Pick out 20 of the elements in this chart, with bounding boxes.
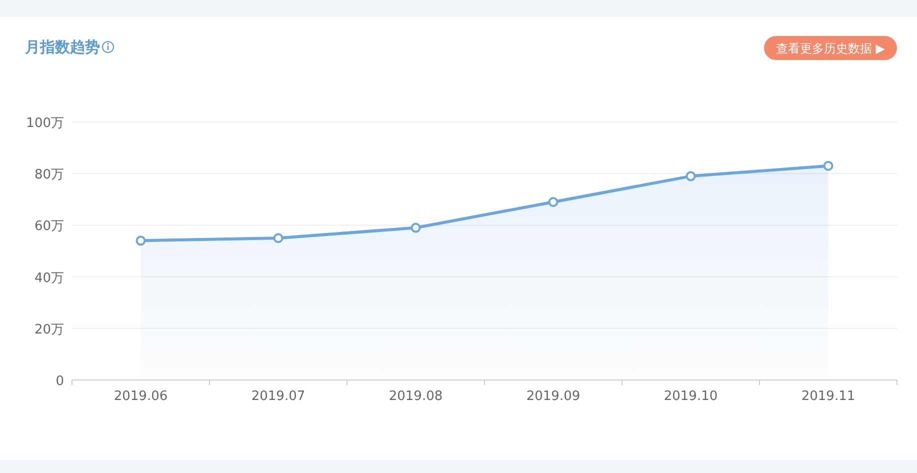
point <box>686 171 696 182</box>
x-tick-label: 2019.09 <box>526 389 580 404</box>
x-tick-label: 2019.11 <box>801 389 856 404</box>
x-tick-label: 2019.06 <box>114 389 168 404</box>
x-tick-label: 2019.07 <box>251 389 306 404</box>
y-tick-label: 40万 <box>34 270 64 286</box>
point <box>410 222 421 233</box>
point <box>548 196 558 207</box>
x-tick-label: 2019.10 <box>664 389 718 404</box>
y-tick-label: 0 <box>56 374 64 389</box>
x-tick-label: 2019.08 <box>388 389 443 404</box>
y-tick-label: 20万 <box>34 322 64 338</box>
y-tick-label: 100万 <box>26 116 64 131</box>
chart-title: 月指数趋势 <box>24 38 100 56</box>
text: 查看更多历史数据 ▶ <box>776 42 886 56</box>
y-tick-label: 80万 <box>34 168 64 183</box>
point <box>136 236 146 246</box>
point <box>823 160 834 171</box>
point <box>273 233 284 244</box>
y-tick-label: 60万 <box>34 219 64 234</box>
